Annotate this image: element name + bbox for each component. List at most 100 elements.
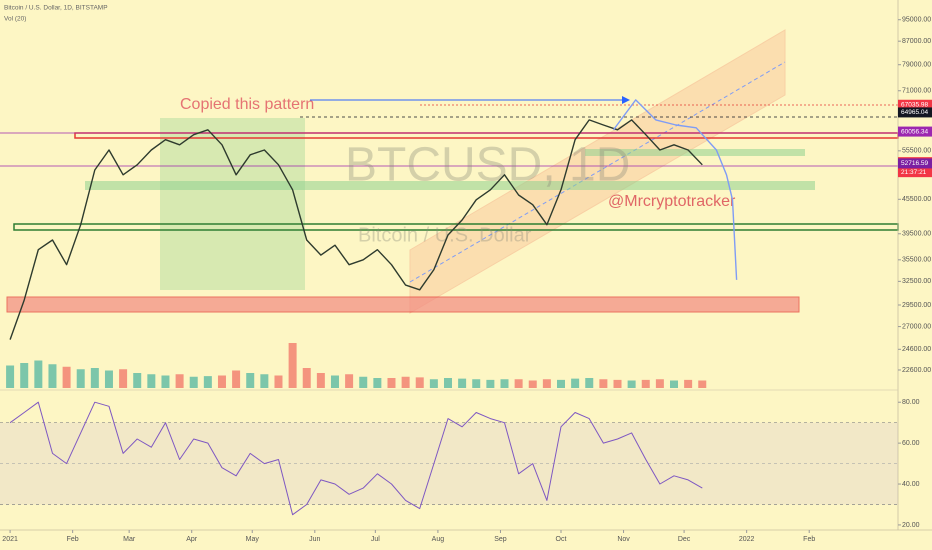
volume-bar: [613, 379, 622, 388]
volume-bar: [288, 343, 297, 388]
volume-bar: [359, 376, 368, 388]
countdown: 21:37:21: [901, 169, 927, 176]
y-tick-label: 24600.00: [902, 346, 931, 353]
volume-bar: [203, 376, 212, 388]
volume-bar: [274, 375, 283, 388]
volume-bar: [104, 370, 113, 388]
price-badge: [898, 107, 932, 118]
price-badge-label: 67035.98: [901, 101, 928, 108]
y-tick-label: 22600.00: [902, 367, 931, 374]
price-badge: [898, 158, 932, 169]
y-tick-label: 39500.00: [902, 231, 931, 238]
volume-bar: [76, 369, 85, 388]
rsi-tick-label: 80.00: [902, 399, 920, 406]
volume-bar: [232, 370, 241, 388]
volume-bar: [655, 379, 664, 388]
volume-bar: [147, 374, 156, 388]
price-badge-label: 64965.04: [901, 109, 928, 116]
x-tick-label: Sep: [494, 536, 507, 543]
arrow-head: [622, 96, 630, 104]
volume-bar: [528, 380, 537, 388]
rsi-tick-label: 20.00: [902, 522, 920, 529]
price-badge: [898, 99, 932, 110]
volume-bar: [429, 379, 438, 388]
volume-bar: [698, 380, 707, 388]
y-tick-label: 32500.00: [902, 278, 931, 285]
volume-bar: [48, 364, 57, 388]
volume-bar: [684, 379, 693, 388]
y-tick-label: 45500.00: [902, 196, 931, 203]
watermark: BTCUSD, 1D: [345, 139, 630, 192]
rsi-line: [9, 401, 703, 516]
volume-bar: [556, 379, 565, 388]
volume-bar: [161, 375, 170, 388]
volume-bar: [189, 376, 198, 388]
volume-label: Vol (20): [4, 16, 26, 23]
volume-bar: [670, 380, 679, 388]
volume-bar: [599, 379, 608, 388]
watermark-subtitle: Bitcoin / U.S. Dollar: [358, 224, 532, 246]
volume-bar: [119, 369, 128, 388]
rsi-tick-label: 60.00: [902, 440, 920, 447]
volume-bar: [62, 366, 71, 388]
demand-zone: [6, 296, 800, 313]
volume-bar: [401, 376, 410, 388]
x-tick-label: Apr: [186, 536, 198, 543]
x-tick-label: 2022: [739, 536, 755, 543]
chart-title: Bitcoin / U.S. Dollar, 1D, BITSTAMP: [4, 5, 108, 12]
x-tick-label: Dec: [678, 536, 691, 543]
volume-bar: [373, 378, 382, 388]
x-tick-label: Feb: [803, 536, 815, 543]
volume-bar: [302, 368, 311, 388]
y-tick-label: 29500.00: [902, 302, 931, 309]
x-tick-label: Feb: [67, 536, 79, 543]
rsi-tick-label: 40.00: [902, 481, 920, 488]
volume-bar: [175, 374, 184, 388]
x-tick-label: Jul: [371, 536, 380, 543]
x-tick-label: May: [246, 536, 260, 543]
volume-bar: [542, 379, 551, 388]
annotation: Copied this pattern: [180, 96, 314, 113]
y-tick-label: 87000.00: [902, 38, 931, 45]
volume-bar: [345, 374, 354, 388]
volume-bar: [571, 378, 580, 388]
volume-bar: [34, 360, 43, 388]
countdown-badge: [898, 167, 932, 178]
y-tick-label: 55500.00: [902, 148, 931, 155]
volume-bar: [443, 378, 452, 388]
volume-bar: [458, 378, 467, 388]
volume-bar: [6, 365, 15, 388]
volume-bar: [486, 379, 495, 388]
price-badge-label: 60056.34: [901, 128, 928, 135]
channel-midline: [409, 61, 786, 283]
projection-line: [612, 99, 738, 280]
x-tick-label: Mar: [123, 536, 136, 543]
y-tick-label: 27000.00: [902, 323, 931, 330]
volume-bar: [472, 379, 481, 388]
volume-bar: [20, 363, 29, 388]
volume-bar: [387, 378, 396, 388]
rsi-band: [0, 422, 898, 505]
volume-bar: [260, 374, 269, 388]
highlight-zone: [160, 118, 305, 290]
volume-bar: [217, 375, 226, 388]
volume-bar: [514, 379, 523, 388]
y-tick-label: 71000.00: [902, 88, 931, 95]
volume-bar: [415, 377, 424, 388]
volume-bar: [133, 373, 142, 388]
y-tick-label: 95000.00: [902, 17, 931, 24]
x-tick-label: Oct: [556, 536, 567, 543]
x-tick-label: Jun: [309, 536, 320, 543]
volume-bar: [316, 373, 325, 388]
volume-bar: [246, 373, 255, 388]
volume-bar: [90, 368, 99, 388]
x-tick-label: Nov: [617, 536, 630, 543]
volume-bar: [500, 379, 509, 388]
x-tick-label: Aug: [432, 536, 445, 543]
x-tick-label: 2021: [2, 536, 18, 543]
price-line: [9, 119, 703, 340]
volume-bar: [641, 379, 650, 388]
